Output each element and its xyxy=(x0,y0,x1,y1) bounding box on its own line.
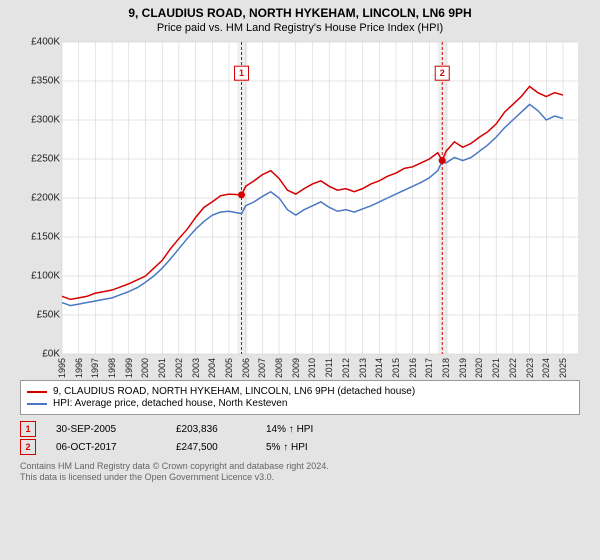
x-axis-label: 2022 xyxy=(508,358,518,378)
footer-line1: Contains HM Land Registry data © Crown c… xyxy=(20,461,580,472)
x-axis-label: 2014 xyxy=(374,358,384,378)
sale-price: £203,836 xyxy=(176,424,266,435)
legend-item: HPI: Average price, detached house, Nort… xyxy=(27,398,573,409)
x-axis-label: 2011 xyxy=(324,358,334,377)
plot-area: 12 xyxy=(62,42,578,354)
legend-label: 9, CLAUDIUS ROAD, NORTH HYKEHAM, LINCOLN… xyxy=(53,386,415,397)
sale-date: 06-OCT-2017 xyxy=(56,442,176,453)
sale-marker-box: 1 xyxy=(20,421,36,437)
x-axis-label: 2015 xyxy=(391,358,401,378)
sale-price: £247,500 xyxy=(176,442,266,453)
legend-item: 9, CLAUDIUS ROAD, NORTH HYKEHAM, LINCOLN… xyxy=(27,386,573,397)
chart-container: 12 £0K£50K£100K£150K£200K£250K£300K£350K… xyxy=(20,38,580,374)
x-axis-label: 2009 xyxy=(291,358,301,378)
x-axis-label: 2004 xyxy=(207,358,217,378)
x-axis-label: 2005 xyxy=(224,358,234,378)
footer: Contains HM Land Registry data © Crown c… xyxy=(20,461,580,484)
x-axis-label: 2017 xyxy=(424,358,434,378)
sale-pct-vs-hpi: 5% ↑ HPI xyxy=(266,442,366,453)
sale-date: 30-SEP-2005 xyxy=(56,424,176,435)
y-axis-label: £50K xyxy=(20,310,60,321)
y-axis-label: £100K xyxy=(20,271,60,282)
chart-title-line1: 9, CLAUDIUS ROAD, NORTH HYKEHAM, LINCOLN… xyxy=(10,6,590,20)
x-axis-label: 2010 xyxy=(307,358,317,378)
x-axis-label: 1996 xyxy=(74,358,84,378)
x-axis-label: 2019 xyxy=(458,358,468,378)
legend-box: 9, CLAUDIUS ROAD, NORTH HYKEHAM, LINCOLN… xyxy=(20,380,580,415)
x-axis-label: 2018 xyxy=(441,358,451,378)
y-axis-label: £250K xyxy=(20,154,60,165)
svg-text:1: 1 xyxy=(239,68,244,78)
x-axis-label: 2025 xyxy=(558,358,568,378)
x-axis-label: 2007 xyxy=(257,358,267,378)
y-axis-label: £150K xyxy=(20,232,60,243)
x-axis-label: 2021 xyxy=(491,358,501,378)
x-axis-label: 2016 xyxy=(408,358,418,378)
x-axis-label: 1997 xyxy=(90,358,100,378)
y-axis-label: £0K xyxy=(20,349,60,360)
legend-swatch xyxy=(27,391,47,393)
x-axis-label: 2006 xyxy=(241,358,251,378)
y-axis-label: £350K xyxy=(20,76,60,87)
sales-table: 1 30-SEP-2005£203,83614% ↑ HPI 2 06-OCT-201… xyxy=(20,421,580,455)
x-axis-label: 2002 xyxy=(174,358,184,378)
legend-swatch xyxy=(27,403,47,405)
y-axis-label: £400K xyxy=(20,37,60,48)
x-axis-label: 2008 xyxy=(274,358,284,378)
x-axis-label: 2001 xyxy=(157,358,167,378)
footer-line2: This data is licensed under the Open Gov… xyxy=(20,472,580,483)
x-axis-label: 2023 xyxy=(525,358,535,378)
x-axis-label: 1998 xyxy=(107,358,117,378)
y-axis-label: £200K xyxy=(20,193,60,204)
chart-title-line2: Price paid vs. HM Land Registry's House … xyxy=(10,22,590,34)
y-axis-label: £300K xyxy=(20,115,60,126)
x-axis-label: 1999 xyxy=(124,358,134,378)
x-axis-label: 2013 xyxy=(358,358,368,378)
legend-label: HPI: Average price, detached house, Nort… xyxy=(53,398,287,409)
x-axis-label: 1995 xyxy=(57,358,67,378)
sale-row: 2 06-OCT-2017£247,5005% ↑ HPI xyxy=(20,439,580,455)
sale-marker-box: 2 xyxy=(20,439,36,455)
sale-pct-vs-hpi: 14% ↑ HPI xyxy=(266,424,366,435)
x-axis-label: 2012 xyxy=(341,358,351,378)
plot-svg: 12 xyxy=(62,42,578,354)
sale-row: 1 30-SEP-2005£203,83614% ↑ HPI xyxy=(20,421,580,437)
x-axis-label: 2003 xyxy=(191,358,201,378)
x-axis-label: 2000 xyxy=(140,358,150,378)
x-axis-label: 2020 xyxy=(474,358,484,378)
x-axis-label: 2024 xyxy=(541,358,551,378)
svg-text:2: 2 xyxy=(440,68,445,78)
